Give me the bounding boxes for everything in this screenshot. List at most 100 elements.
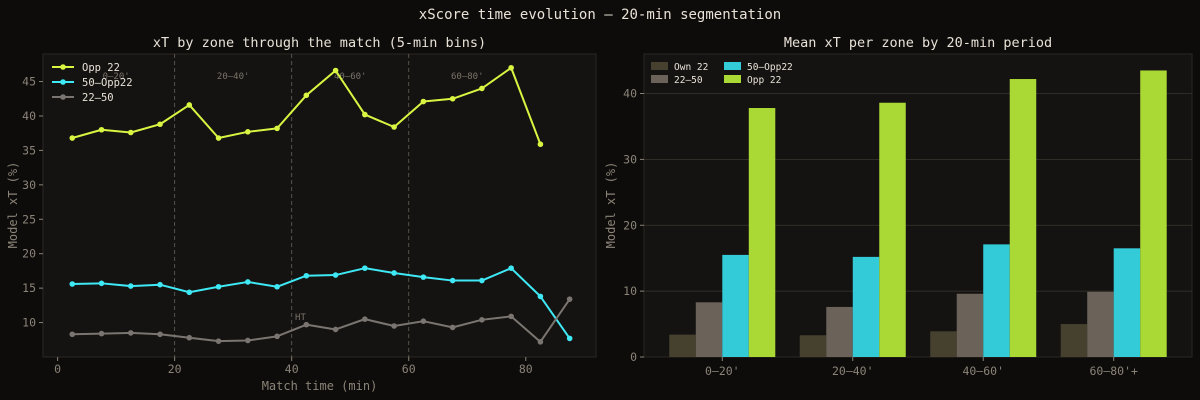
data-point (566, 296, 573, 302)
data-point (362, 316, 368, 322)
legend-label: Own 22 (674, 62, 708, 73)
data-point (274, 283, 280, 290)
line-chart-panel: xT by zone through the match (5-min bins… (6, 35, 597, 393)
data-point (449, 277, 456, 284)
data-point (508, 64, 514, 71)
data-point (479, 85, 485, 92)
data-point (362, 111, 368, 118)
data-point (245, 129, 251, 135)
data-point (98, 280, 105, 287)
period-annotation: HT (295, 313, 306, 323)
line-chart-title: xT by zone through the match (5-min bins… (153, 35, 486, 51)
bar (1140, 70, 1167, 357)
bar (826, 306, 853, 357)
legend-swatch (651, 62, 668, 70)
data-point (127, 283, 134, 289)
legend-swatch (724, 62, 741, 70)
data-point (215, 135, 222, 141)
data-point (537, 293, 544, 300)
data-point (98, 330, 105, 337)
bar (879, 102, 906, 358)
y-tick-label: 25 (22, 212, 36, 226)
data-point (245, 279, 251, 285)
data-point (479, 277, 485, 284)
figure-title: xScore time evolution — 20-min segmentat… (419, 7, 781, 23)
data-point (98, 126, 105, 133)
legend-label: 22–50 (674, 75, 703, 86)
bar (930, 331, 957, 357)
data-point (391, 270, 397, 276)
period-annotation: 40–60' (334, 72, 367, 82)
period-annotation: 0–20' (103, 72, 130, 82)
y-tick-label: 20 (22, 247, 36, 261)
data-point (69, 135, 76, 141)
y-tick-label: 35 (22, 143, 36, 157)
bar (1060, 324, 1088, 357)
bar (722, 254, 749, 357)
data-point (508, 265, 514, 271)
data-point (127, 330, 134, 336)
line-chart-ylabel: Model xT (%) (6, 162, 20, 249)
data-point (274, 125, 280, 132)
y-tick-label: 15 (22, 281, 36, 295)
legend-swatch-marker (60, 79, 66, 85)
x-tick-label: 40 (285, 362, 299, 376)
data-point (303, 321, 310, 328)
data-point (69, 331, 76, 338)
data-point (420, 274, 427, 280)
series-line-2 (72, 298, 571, 343)
y-tick-label: 40 (623, 87, 637, 101)
period-annotation: 60–80' (451, 72, 484, 82)
bar-chart-ylabel: Model xT (%) (604, 162, 618, 249)
data-point (274, 333, 280, 340)
data-point (303, 92, 310, 99)
x-tick-label: 0 (54, 362, 61, 376)
bar (852, 256, 880, 357)
data-point (157, 331, 163, 338)
data-point (127, 129, 134, 136)
line-chart-xlabel: Match time (min) (262, 379, 378, 393)
data-point (69, 281, 76, 287)
y-tick-label: 10 (623, 284, 637, 298)
y-tick-label: 45 (22, 75, 36, 89)
legend-swatch-marker (60, 94, 66, 100)
bar (669, 334, 696, 357)
data-point (245, 337, 251, 344)
data-point (420, 318, 427, 324)
data-point (186, 289, 193, 296)
data-point (537, 339, 544, 345)
bar (748, 108, 776, 357)
data-point (215, 283, 222, 290)
data-point (566, 335, 573, 342)
data-point (303, 272, 310, 279)
bar (956, 293, 984, 357)
x-tick-label: 80 (519, 362, 533, 376)
legend-swatch (651, 75, 668, 83)
bar (1009, 79, 1037, 358)
x-tick-label: 0–20' (705, 364, 740, 378)
bar (799, 335, 827, 357)
data-point (215, 338, 222, 344)
data-point (479, 317, 485, 323)
x-tick-label: 20 (168, 362, 182, 376)
data-point (157, 281, 163, 288)
data-point (391, 124, 397, 130)
data-point (391, 323, 397, 329)
data-point (186, 334, 193, 341)
data-point (508, 313, 514, 320)
y-tick-label: 0 (630, 350, 637, 364)
legend-label: 50–Opp22 (82, 77, 133, 89)
series-line-1 (72, 267, 571, 339)
bar (1087, 291, 1114, 357)
y-tick-label: 30 (22, 178, 36, 192)
y-tick-label: 40 (22, 109, 36, 123)
data-point (420, 98, 427, 105)
bar-chart-title: Mean xT per zone by 20-min period (784, 35, 1052, 51)
data-point (157, 121, 163, 128)
x-tick-label: 60–80'+ (1089, 364, 1138, 378)
bar (695, 302, 723, 357)
legend-swatch-marker (60, 64, 66, 70)
data-point (537, 141, 544, 148)
data-point (449, 324, 456, 331)
